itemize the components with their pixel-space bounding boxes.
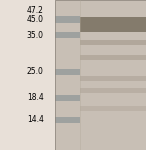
- Bar: [80, 76, 146, 81]
- Bar: [80, 40, 146, 45]
- FancyBboxPatch shape: [55, 0, 146, 150]
- Bar: [55, 32, 80, 38]
- Bar: [80, 17, 146, 32]
- Bar: [55, 69, 80, 75]
- Bar: [55, 16, 80, 22]
- Bar: [0, 0, 55, 150]
- Bar: [80, 88, 146, 93]
- Text: 25.0: 25.0: [27, 68, 44, 76]
- Bar: [55, 117, 80, 123]
- Text: 45.0: 45.0: [27, 15, 44, 24]
- Text: 35.0: 35.0: [27, 31, 44, 40]
- Text: 47.2: 47.2: [27, 6, 44, 15]
- Bar: [55, 0, 146, 150]
- Bar: [80, 106, 146, 111]
- Bar: [80, 55, 146, 60]
- Text: 14.4: 14.4: [27, 116, 44, 124]
- Text: 18.4: 18.4: [27, 93, 44, 102]
- Bar: [55, 94, 80, 100]
